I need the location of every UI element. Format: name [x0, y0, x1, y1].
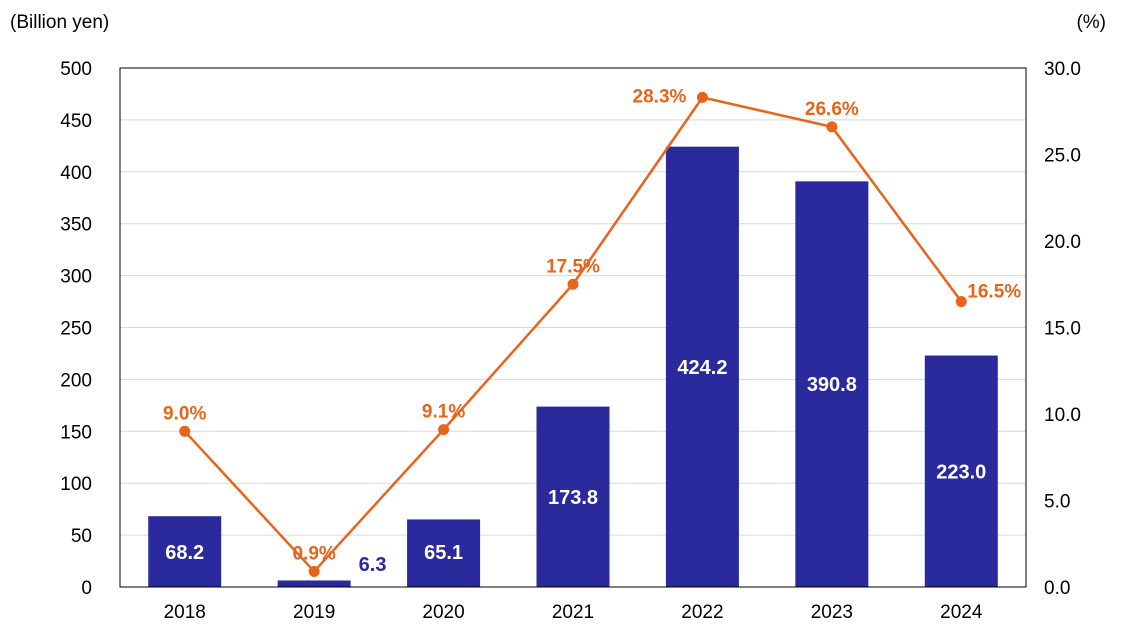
left-tick-label: 0: [81, 578, 92, 599]
left-tick-label: 50: [71, 526, 92, 547]
bar-value-label: 173.8: [548, 487, 598, 509]
data-labels: 68.2 6.3 65.1 173.8 424.2 390.8 223.0 9.0% 0.9% 9…: [163, 86, 1021, 576]
left-tick-label: 350: [60, 215, 92, 236]
right-tick-label: 25.0: [1044, 146, 1081, 167]
right-tick-label: 15.0: [1044, 319, 1081, 340]
bar: [795, 181, 869, 587]
bar: [665, 146, 739, 587]
category-label: 2021: [552, 602, 594, 623]
category-label: 2023: [811, 602, 853, 623]
line-value-label: 17.5%: [546, 256, 600, 277]
left-axis-unit: (Billion yen): [10, 12, 109, 33]
bar: [407, 519, 481, 587]
line-point: [696, 91, 708, 103]
right-axis-unit: (%): [1076, 12, 1106, 33]
line-series: [179, 91, 967, 577]
left-tick-label: 200: [60, 370, 92, 391]
line-point: [179, 425, 191, 437]
line-point: [955, 296, 967, 308]
left-tick-label: 500: [60, 59, 92, 80]
bar: [277, 580, 351, 587]
left-tick-label: 250: [60, 319, 92, 340]
bar-value-label: 65.1: [424, 542, 463, 564]
right-tick-label: 10.0: [1044, 405, 1081, 426]
line-value-label: 26.6%: [805, 99, 859, 120]
bar: [536, 406, 610, 587]
left-tick-label: 100: [60, 474, 92, 495]
bar-series: [148, 146, 998, 587]
gridlines: [120, 119, 1026, 536]
line-value-label: 9.0%: [163, 403, 206, 424]
line-point: [826, 121, 838, 133]
left-tick-label: 400: [60, 163, 92, 184]
axes: 0 50 100 150 200 250 300 350 400 450 500 0.0 5.0 10.0…: [60, 59, 1081, 623]
left-tick-label: 300: [60, 267, 92, 288]
category-label: 2020: [422, 602, 464, 623]
right-tick-label: 30.0: [1044, 59, 1081, 80]
bar-value-label: 223.0: [936, 461, 986, 483]
left-tick-label: 450: [60, 111, 92, 132]
bar-value-label: 68.2: [165, 542, 204, 564]
line-value-label: 9.1%: [422, 402, 465, 423]
category-label: 2019: [293, 602, 335, 623]
bar-value-label: 424.2: [677, 357, 727, 379]
bar-value-label: 6.3: [359, 554, 387, 576]
line-value-label: 16.5%: [967, 282, 1021, 303]
category-label: 2022: [681, 602, 723, 623]
bar: [148, 516, 222, 587]
category-label: 2018: [164, 602, 206, 623]
line-value-label: 28.3%: [633, 86, 687, 107]
line-value-label: 0.9%: [292, 543, 335, 564]
left-tick-label: 150: [60, 422, 92, 443]
right-tick-label: 5.0: [1044, 492, 1070, 513]
line-point: [308, 565, 320, 577]
right-tick-label: 0.0: [1044, 578, 1070, 599]
right-tick-label: 20.0: [1044, 232, 1081, 253]
line-point: [438, 424, 450, 436]
plot-frame: [119, 67, 1027, 588]
category-label: 2024: [940, 602, 983, 623]
bar-value-label: 390.8: [807, 374, 857, 396]
bar: [924, 355, 998, 587]
line-point: [567, 278, 579, 290]
